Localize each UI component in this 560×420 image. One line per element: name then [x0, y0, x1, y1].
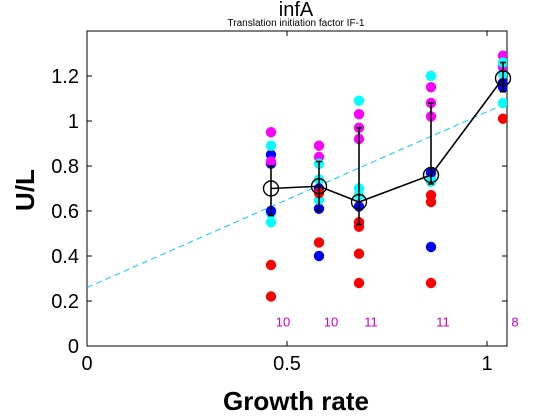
- y-tick-label: 1: [68, 111, 79, 133]
- y-tick-label: 0.8: [51, 156, 79, 178]
- data-point-red: [353, 248, 365, 259]
- plot-area: 0 0.5 100.20.40.60.811.210 10 11 11 8: [51, 30, 519, 375]
- data-point-red: [313, 237, 325, 248]
- plot-frame: [86, 30, 508, 347]
- mean-marker: [262, 180, 280, 197]
- data-point-cyan: [353, 95, 365, 106]
- chart-title: infA: [279, 0, 314, 21]
- y-tick-label: 0.2: [51, 291, 79, 313]
- x-axis-label: Growth rate: [223, 386, 369, 416]
- data-point-cyan: [497, 97, 507, 109]
- data-point-red: [353, 277, 365, 289]
- mean-line: [270, 77, 504, 203]
- data-point-red: [425, 277, 437, 289]
- fit-line: [87, 102, 507, 288]
- count-label: 11: [364, 314, 378, 329]
- chart-subtitle: Translation initiation factor IF-1: [228, 18, 365, 29]
- count-label: 8: [511, 314, 518, 329]
- x-tick-label: 1: [481, 353, 492, 375]
- x-tick-label: 0.5: [273, 353, 301, 375]
- data-point-magenta: [265, 127, 277, 138]
- data-point-red: [265, 291, 277, 302]
- data-point-cyan: [265, 140, 277, 151]
- count-label: 11: [436, 314, 450, 329]
- data-point-blue: [425, 241, 437, 253]
- mean-marker: [494, 70, 512, 87]
- y-axis-label: U/L: [10, 169, 40, 211]
- data-point-cyan: [425, 70, 437, 82]
- y-tick-label: 0.6: [51, 201, 79, 223]
- data-point-cyan: [265, 217, 277, 228]
- data-point-magenta: [353, 109, 365, 120]
- data-point-magenta: [265, 156, 277, 167]
- count-label: 10: [276, 314, 290, 329]
- y-tick-label: 0.4: [51, 246, 79, 268]
- mean-marker: [350, 193, 368, 211]
- y-tick-label: 1.2: [51, 66, 79, 88]
- data-point-red: [265, 259, 277, 271]
- mean-marker: [422, 166, 440, 184]
- x-tick-label: 0: [81, 353, 92, 375]
- data-point-red: [425, 190, 437, 201]
- count-label: 10: [324, 314, 338, 329]
- data-point-magenta: [313, 140, 325, 151]
- data-point-blue: [313, 250, 325, 262]
- mean-marker: [310, 178, 328, 195]
- data-point-red: [497, 113, 507, 124]
- y-tick-label: 0: [68, 336, 79, 358]
- data-point-magenta: [425, 82, 437, 93]
